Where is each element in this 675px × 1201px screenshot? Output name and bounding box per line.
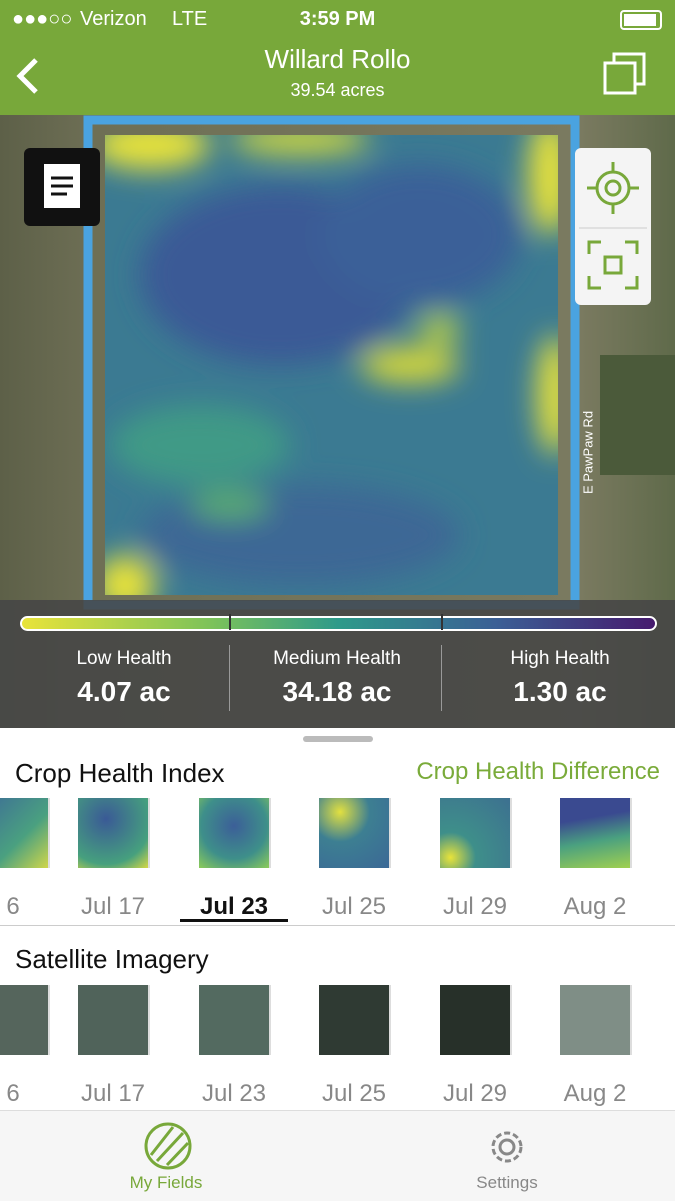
section-title: Crop Health Index — [15, 758, 225, 788]
health-thumbnail[interactable] — [560, 798, 632, 868]
health-thumbnail[interactable] — [199, 798, 271, 868]
health-thumbnail[interactable] — [440, 798, 512, 868]
date-label[interactable]: Jul 17 — [80, 893, 146, 920]
field-area: 39.54 acres — [290, 80, 385, 100]
stat-label: Low Health — [76, 648, 172, 669]
stat-value: 34.18 ac — [282, 676, 392, 707]
health-stat: Medium Health 34.18 ac — [231, 648, 443, 708]
time: 3:59 PM — [299, 8, 376, 30]
date-label[interactable]: Jul 17 — [80, 1080, 146, 1107]
health-scale — [20, 616, 657, 631]
header: ●●●○○ Verizon LTE 3:59 PM Willard Rollo … — [0, 0, 675, 115]
field-name: Willard Rollo — [264, 44, 411, 74]
field-heatmap — [83, 115, 675, 610]
date-label[interactable]: Jul 23 — [199, 893, 269, 920]
health-thumbnail[interactable] — [0, 798, 50, 868]
date-label[interactable]: Jul 25 — [321, 893, 387, 920]
date-label[interactable]: 6 — [6, 893, 20, 920]
network: LTE — [172, 8, 208, 30]
layers-button[interactable] — [602, 52, 648, 96]
my-fields-icon — [144, 1122, 192, 1170]
health-summary: Low Health 4.07 ac Medium Health 34.18 ac Hi… — [0, 600, 675, 728]
tab-label[interactable]: Settings — [476, 1173, 538, 1192]
stat-label: High Health — [510, 648, 610, 669]
back-button[interactable] — [12, 56, 42, 96]
satellite-thumbnail[interactable] — [78, 985, 150, 1055]
health-thumbnail[interactable] — [319, 798, 391, 868]
stat-value: 4.07 ac — [77, 676, 171, 707]
satellite-thumbnail[interactable] — [0, 985, 50, 1055]
signal: ●●●○○ — [12, 8, 73, 30]
road-label: E PawPaw Rd — [580, 410, 596, 495]
carrier: Verizon — [80, 8, 147, 30]
section-title: Satellite Imagery — [15, 944, 209, 974]
satellite-thumbnail[interactable] — [440, 985, 512, 1055]
date-label[interactable]: Jul 29 — [442, 1080, 508, 1107]
date-label[interactable]: Aug 2 — [563, 1080, 627, 1107]
selected-indicator — [180, 919, 288, 922]
health-stat: High Health 1.30 ac — [454, 648, 666, 708]
tab-label[interactable]: My Fields — [129, 1173, 203, 1192]
health-thumbnail[interactable] — [78, 798, 150, 868]
stat-label: Medium Health — [273, 648, 401, 669]
tab-bar: My Fields Settings — [0, 1110, 675, 1201]
map-controls — [575, 148, 651, 305]
difference-link[interactable]: Crop Health Difference — [416, 758, 660, 785]
date-label[interactable]: Jul 29 — [442, 893, 508, 920]
bottom-sheet: Crop Health Index Crop Health Difference… — [0, 728, 675, 1110]
date-label[interactable]: Jul 23 — [201, 1080, 267, 1107]
date-label[interactable]: Aug 2 — [563, 893, 627, 920]
sheet-handle[interactable] — [303, 736, 373, 742]
battery — [620, 10, 662, 30]
date-label[interactable]: Jul 25 — [321, 1080, 387, 1107]
health-stat: Low Health 4.07 ac — [18, 648, 230, 708]
stat-value: 1.30 ac — [513, 676, 607, 707]
satellite-thumbnail[interactable] — [560, 985, 632, 1055]
date-label[interactable]: 6 — [6, 1080, 20, 1107]
satellite-thumbnail[interactable] — [319, 985, 391, 1055]
notes-button[interactable] — [24, 148, 100, 226]
settings-icon — [491, 1131, 523, 1163]
satellite-thumbnail[interactable] — [199, 985, 271, 1055]
